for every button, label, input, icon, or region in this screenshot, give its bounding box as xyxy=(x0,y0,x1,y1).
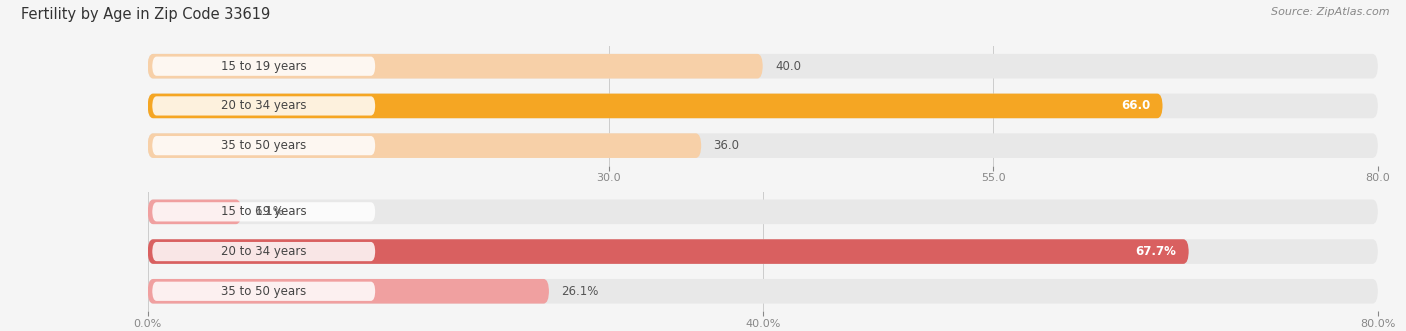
Text: 66.0: 66.0 xyxy=(1121,99,1150,113)
FancyBboxPatch shape xyxy=(148,94,1378,118)
FancyBboxPatch shape xyxy=(148,54,1378,78)
FancyBboxPatch shape xyxy=(148,200,242,224)
FancyBboxPatch shape xyxy=(148,200,1378,224)
FancyBboxPatch shape xyxy=(148,94,1163,118)
FancyBboxPatch shape xyxy=(148,54,762,78)
Text: 6.1%: 6.1% xyxy=(253,205,284,218)
FancyBboxPatch shape xyxy=(148,239,1188,264)
Text: 15 to 19 years: 15 to 19 years xyxy=(221,205,307,218)
FancyBboxPatch shape xyxy=(148,133,1378,158)
FancyBboxPatch shape xyxy=(152,202,375,221)
FancyBboxPatch shape xyxy=(148,279,548,304)
FancyBboxPatch shape xyxy=(152,282,375,301)
FancyBboxPatch shape xyxy=(148,279,1378,304)
Text: 15 to 19 years: 15 to 19 years xyxy=(221,60,307,73)
Text: 40.0: 40.0 xyxy=(775,60,801,73)
FancyBboxPatch shape xyxy=(152,136,375,155)
Text: 35 to 50 years: 35 to 50 years xyxy=(221,139,307,152)
FancyBboxPatch shape xyxy=(152,57,375,76)
FancyBboxPatch shape xyxy=(152,96,375,116)
Text: 36.0: 36.0 xyxy=(713,139,740,152)
Text: 26.1%: 26.1% xyxy=(561,285,599,298)
FancyBboxPatch shape xyxy=(152,242,375,261)
Text: 35 to 50 years: 35 to 50 years xyxy=(221,285,307,298)
Text: 20 to 34 years: 20 to 34 years xyxy=(221,99,307,113)
Text: Source: ZipAtlas.com: Source: ZipAtlas.com xyxy=(1271,7,1389,17)
Text: 20 to 34 years: 20 to 34 years xyxy=(221,245,307,258)
Text: Fertility by Age in Zip Code 33619: Fertility by Age in Zip Code 33619 xyxy=(21,7,270,22)
Text: 67.7%: 67.7% xyxy=(1136,245,1177,258)
FancyBboxPatch shape xyxy=(148,133,702,158)
FancyBboxPatch shape xyxy=(148,239,1378,264)
